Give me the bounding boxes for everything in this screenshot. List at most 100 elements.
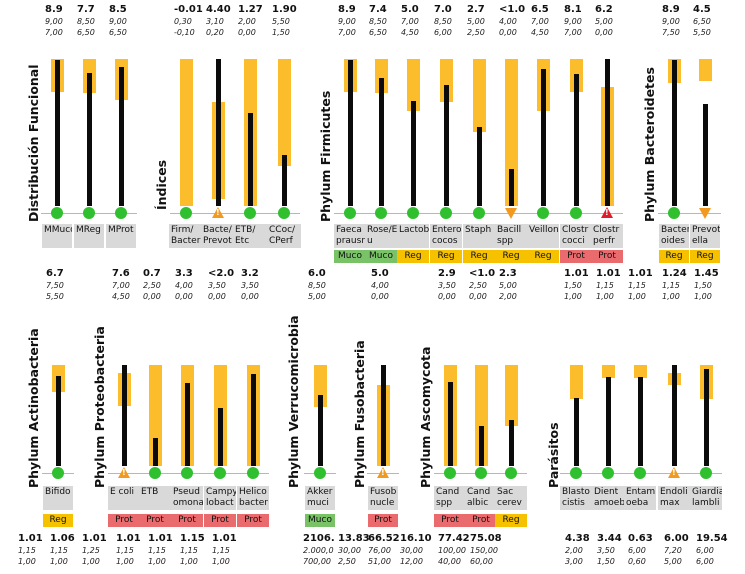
bottom-ref-high-label: 76,00	[368, 546, 391, 555]
value-label: 8.9	[45, 4, 63, 15]
function-tag: Prot	[591, 250, 623, 263]
status-ok-icon	[444, 467, 456, 479]
bottom-ref-low-label: 1,00	[116, 557, 134, 566]
category-label: Pseud omona	[171, 486, 203, 510]
bottom-ref-high-label: 1,15	[116, 546, 134, 555]
ref-high-label: 8,50	[308, 281, 326, 290]
category-label: Prevot ella	[690, 224, 720, 248]
ref-high-label: 3,10	[206, 17, 224, 26]
value-bar	[215, 58, 221, 206]
ref-high-label: 7,00	[112, 281, 130, 290]
status-ok-icon	[407, 207, 419, 219]
group-title: Phylum Verrucomicrobia	[286, 315, 301, 488]
alert-glyph: !	[605, 208, 609, 217]
value-bar	[573, 73, 579, 206]
function-tag: Reg	[397, 250, 429, 263]
value-label: 1.45	[694, 268, 719, 279]
ref-high-label: 1,15	[662, 281, 680, 290]
alert-icon: !	[601, 207, 613, 218]
warning-glyph: !	[381, 468, 385, 477]
warning-icon: !	[668, 467, 680, 478]
value-label: 7.7	[77, 4, 95, 15]
value-label: 1.01	[596, 268, 621, 279]
bottom-ref-low-label: 12,00	[400, 557, 423, 566]
ref-low-label: 0,00	[371, 292, 389, 301]
range-bar	[179, 58, 193, 206]
status-ok-icon	[375, 207, 387, 219]
ref-low-label: 0,00	[438, 292, 456, 301]
function-tag: Prot	[465, 514, 497, 527]
range-bar	[633, 365, 647, 379]
ref-low-label: 7,00	[338, 28, 356, 37]
function-tag: Reg	[43, 514, 73, 527]
function-tag: Reg	[495, 514, 527, 527]
ref-high-label: 2,00	[238, 17, 256, 26]
value-bar	[121, 365, 127, 466]
bottom-ref-low-label: 51,00	[368, 557, 391, 566]
value-bar	[443, 84, 449, 206]
function-tag: Reg	[430, 250, 462, 263]
status-ok-icon	[180, 207, 192, 219]
category-label: Sac cerev	[495, 486, 527, 510]
ref-high-label: 1,50	[694, 281, 712, 290]
value-label: 7.0	[434, 4, 452, 15]
status-ok-icon	[247, 467, 259, 479]
group-title: Distribución Funcional	[26, 64, 41, 222]
value-bar	[478, 425, 484, 466]
value-bar	[118, 66, 124, 206]
ref-low-label: 5,50	[693, 28, 711, 37]
ref-low-label: 0,20	[206, 28, 224, 37]
value-bar	[55, 375, 61, 466]
ref-low-label: 4,50	[401, 28, 419, 37]
category-label: Firm/ Bacter	[169, 224, 203, 248]
function-tag: Prot	[171, 514, 203, 527]
value-label: 1.24	[662, 268, 687, 279]
ref-low-label: -0,10	[174, 28, 195, 37]
value-label: <1.0	[469, 268, 496, 279]
bottom-ref-high-label: 1,15	[212, 546, 230, 555]
function-tag: Reg	[527, 250, 559, 263]
bottom-ref-high-label: 1,15	[18, 546, 36, 555]
baseline	[658, 213, 721, 214]
status-ok-icon	[115, 207, 127, 219]
category-label: Clostr cocci	[560, 224, 592, 248]
bottom-ref-low-label: 0,60	[628, 557, 646, 566]
value-label: 6.7	[46, 268, 64, 279]
group-title: Phylum Proteobacteria	[92, 326, 107, 488]
ref-high-label: 5,00	[595, 17, 613, 26]
group-title: Phylum Ascomycota	[418, 346, 433, 488]
ref-low-label: 1,00	[662, 292, 680, 301]
ref-high-label: 9,00	[338, 17, 356, 26]
ref-low-label: 6,50	[77, 28, 95, 37]
value-label: 6.0	[308, 268, 326, 279]
bottom-ref-low-label: 1,00	[148, 557, 166, 566]
value-bar	[380, 365, 386, 466]
value-label: 7.4	[369, 4, 387, 15]
bottom-value-label: 1.01	[148, 533, 173, 544]
ref-high-label: 4,00	[371, 281, 389, 290]
category-label: MProt	[106, 224, 136, 248]
value-bar	[671, 60, 677, 206]
category-label: MMuco	[42, 224, 72, 248]
warning-icon: !	[377, 467, 389, 478]
range-bar	[569, 365, 583, 399]
group-title: Phylum Actinobacteria	[26, 328, 41, 488]
value-bar	[184, 382, 190, 466]
bottom-ref-high-label: 1,15	[50, 546, 68, 555]
range-bar	[439, 58, 453, 103]
function-tag: Muco	[334, 250, 366, 263]
value-label: <1.0	[499, 4, 526, 15]
bottom-value-label: 1.06	[50, 533, 75, 544]
ref-low-label: 6,00	[434, 28, 452, 37]
function-tag: Reg	[495, 250, 527, 263]
group-title: Phylum Firmicutes	[318, 90, 333, 222]
category-label: Dient amoeb	[592, 486, 624, 510]
ref-high-label: 8,50	[369, 17, 387, 26]
ref-high-label: 5,00	[467, 17, 485, 26]
value-bar	[152, 437, 158, 466]
value-bar	[605, 377, 611, 466]
value-bar	[476, 126, 482, 206]
ref-low-label: 0,00	[208, 292, 226, 301]
bottom-ref-low-label: 1,00	[180, 557, 198, 566]
